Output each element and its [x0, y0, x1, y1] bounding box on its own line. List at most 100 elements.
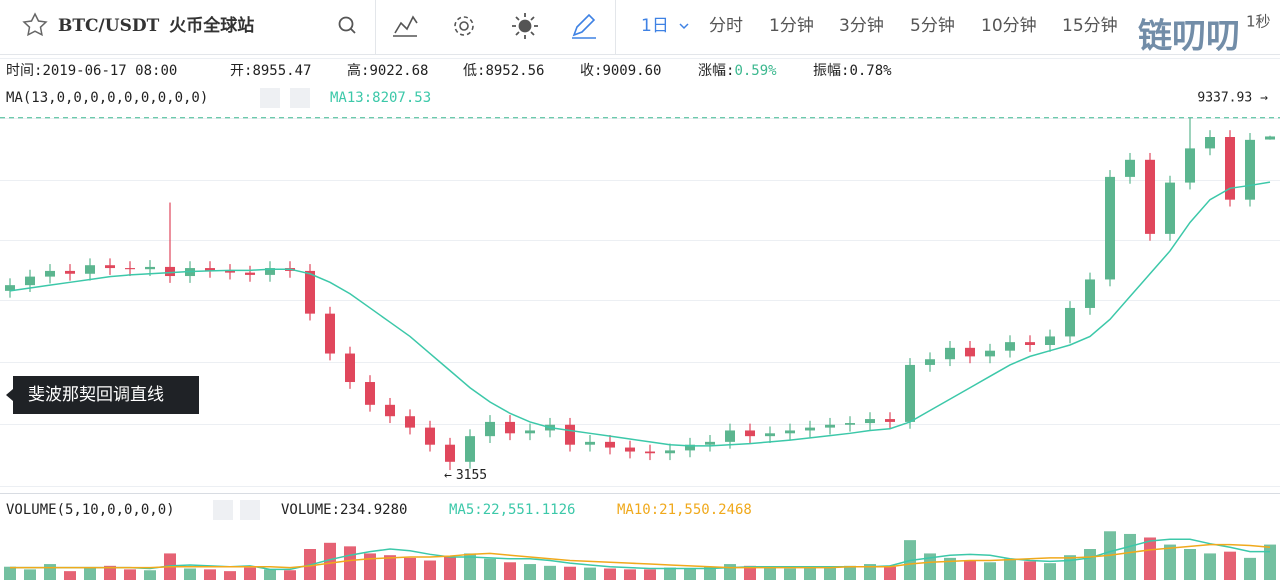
volume-bar [1144, 537, 1156, 580]
volume-bar [644, 569, 656, 580]
interval[interactable]: 10分钟 [981, 16, 1037, 36]
candle-body [805, 427, 815, 431]
volume-bar [64, 571, 76, 580]
candle-body [925, 359, 935, 365]
volume-bar [204, 569, 216, 580]
search-icon[interactable] [338, 16, 356, 34]
volume-bar [104, 565, 116, 580]
ma-value: MA13:8207.53 [330, 90, 431, 106]
volume-bar [944, 557, 956, 580]
info-label: 开: [230, 63, 252, 79]
info-value: 8952.56 [485, 63, 544, 79]
volume-bar [464, 553, 476, 580]
volume-bar [564, 566, 576, 580]
info-label: 低: [463, 63, 485, 79]
info-value: 2019-06-17 08:00 [42, 63, 177, 79]
volume-bar [684, 568, 696, 580]
candle-body [845, 423, 855, 425]
max-label: 9337.93 → [1197, 90, 1268, 105]
candle-body [445, 444, 455, 462]
candle-body [645, 451, 655, 454]
candle-body [1205, 137, 1215, 149]
candle-body [165, 266, 175, 277]
candle-body [525, 430, 535, 434]
candle-body [1005, 342, 1015, 351]
candle-body [405, 416, 415, 428]
candle-body [1085, 279, 1095, 308]
min-value: 3155 [456, 468, 487, 483]
candle-body [825, 424, 835, 428]
interval[interactable]: 1日 [641, 16, 669, 36]
candle-body [765, 433, 775, 437]
candle-body [565, 424, 575, 445]
candle-body [605, 441, 615, 448]
legend-settings[interactable] [213, 500, 233, 520]
volume-bar [724, 564, 736, 580]
info-value: 9022.68 [369, 63, 428, 79]
tooltip-text: 斐波那契回调直线 [28, 385, 164, 405]
volume-bar [344, 546, 356, 580]
indicator-icon[interactable] [393, 15, 418, 37]
info-value: 8955.47 [252, 63, 311, 79]
candle-body [325, 313, 335, 354]
volume-bar [364, 553, 376, 580]
interval[interactable]: 15分钟 [1062, 16, 1118, 36]
candle-body [65, 270, 75, 274]
volume-bar [824, 567, 836, 580]
watermark: 链叨叨 [1138, 17, 1240, 57]
favorite-icon[interactable] [22, 12, 48, 37]
volume-bar [884, 566, 896, 580]
candle-body [665, 450, 675, 454]
candle-body [725, 430, 735, 442]
candle-body [205, 268, 215, 271]
volume-value: VOLUME:234.9280 [281, 502, 407, 518]
candle-body [1065, 307, 1075, 337]
interval-bar: 1日 分时 1分钟 3分钟 5分钟 10分钟 15分钟 [641, 16, 1118, 36]
volume-bar [1024, 561, 1036, 580]
interval[interactable]: 3分钟 [839, 16, 884, 36]
candle-body [1125, 159, 1135, 177]
theme-icon[interactable] [512, 13, 538, 39]
volume-ma10-line [10, 543, 1271, 569]
candle-body [505, 421, 515, 434]
legend-close[interactable] [240, 500, 260, 520]
legend-settings[interactable] [260, 88, 280, 108]
interval[interactable]: 1分钟 [769, 16, 814, 36]
volume-bar [504, 562, 516, 580]
interval[interactable]: 分时 [709, 16, 743, 36]
volume-bar [144, 570, 156, 580]
volume-bar [124, 569, 136, 580]
volume-bar [1044, 563, 1056, 580]
volume-bar [1004, 558, 1016, 580]
interval[interactable]: 5分钟 [910, 16, 955, 36]
volume-bar [244, 567, 256, 580]
volume-bar [224, 571, 236, 580]
info-label: 收: [580, 63, 602, 79]
candle-body [985, 350, 995, 357]
volume-bar [424, 560, 436, 580]
draw-icon[interactable] [572, 13, 596, 39]
candle-body [745, 430, 755, 437]
candle-body [305, 270, 315, 314]
candle-body [905, 364, 915, 422]
volume-bar [484, 558, 496, 580]
volume-bar [1084, 549, 1096, 580]
candle-body [45, 270, 55, 277]
volume-bar [264, 569, 276, 580]
plot: 9337.93 → ← 3155 [0, 90, 1280, 580]
info-value: 0.78% [849, 63, 892, 79]
volume-bar [844, 565, 856, 580]
volume-bar [4, 566, 16, 580]
candle-body [945, 347, 955, 360]
candle-body [965, 347, 975, 357]
volume-bar [1164, 544, 1176, 580]
settings-icon[interactable] [454, 16, 474, 36]
candle-body [705, 441, 715, 445]
candle-body [25, 276, 35, 286]
candle-body [1245, 139, 1255, 200]
candle-body [385, 404, 395, 417]
legend-close[interactable] [290, 88, 310, 108]
volume-bar [84, 567, 96, 580]
volume-ma5: MA5:22,551.1126 [449, 502, 575, 518]
candle-body [5, 285, 15, 291]
